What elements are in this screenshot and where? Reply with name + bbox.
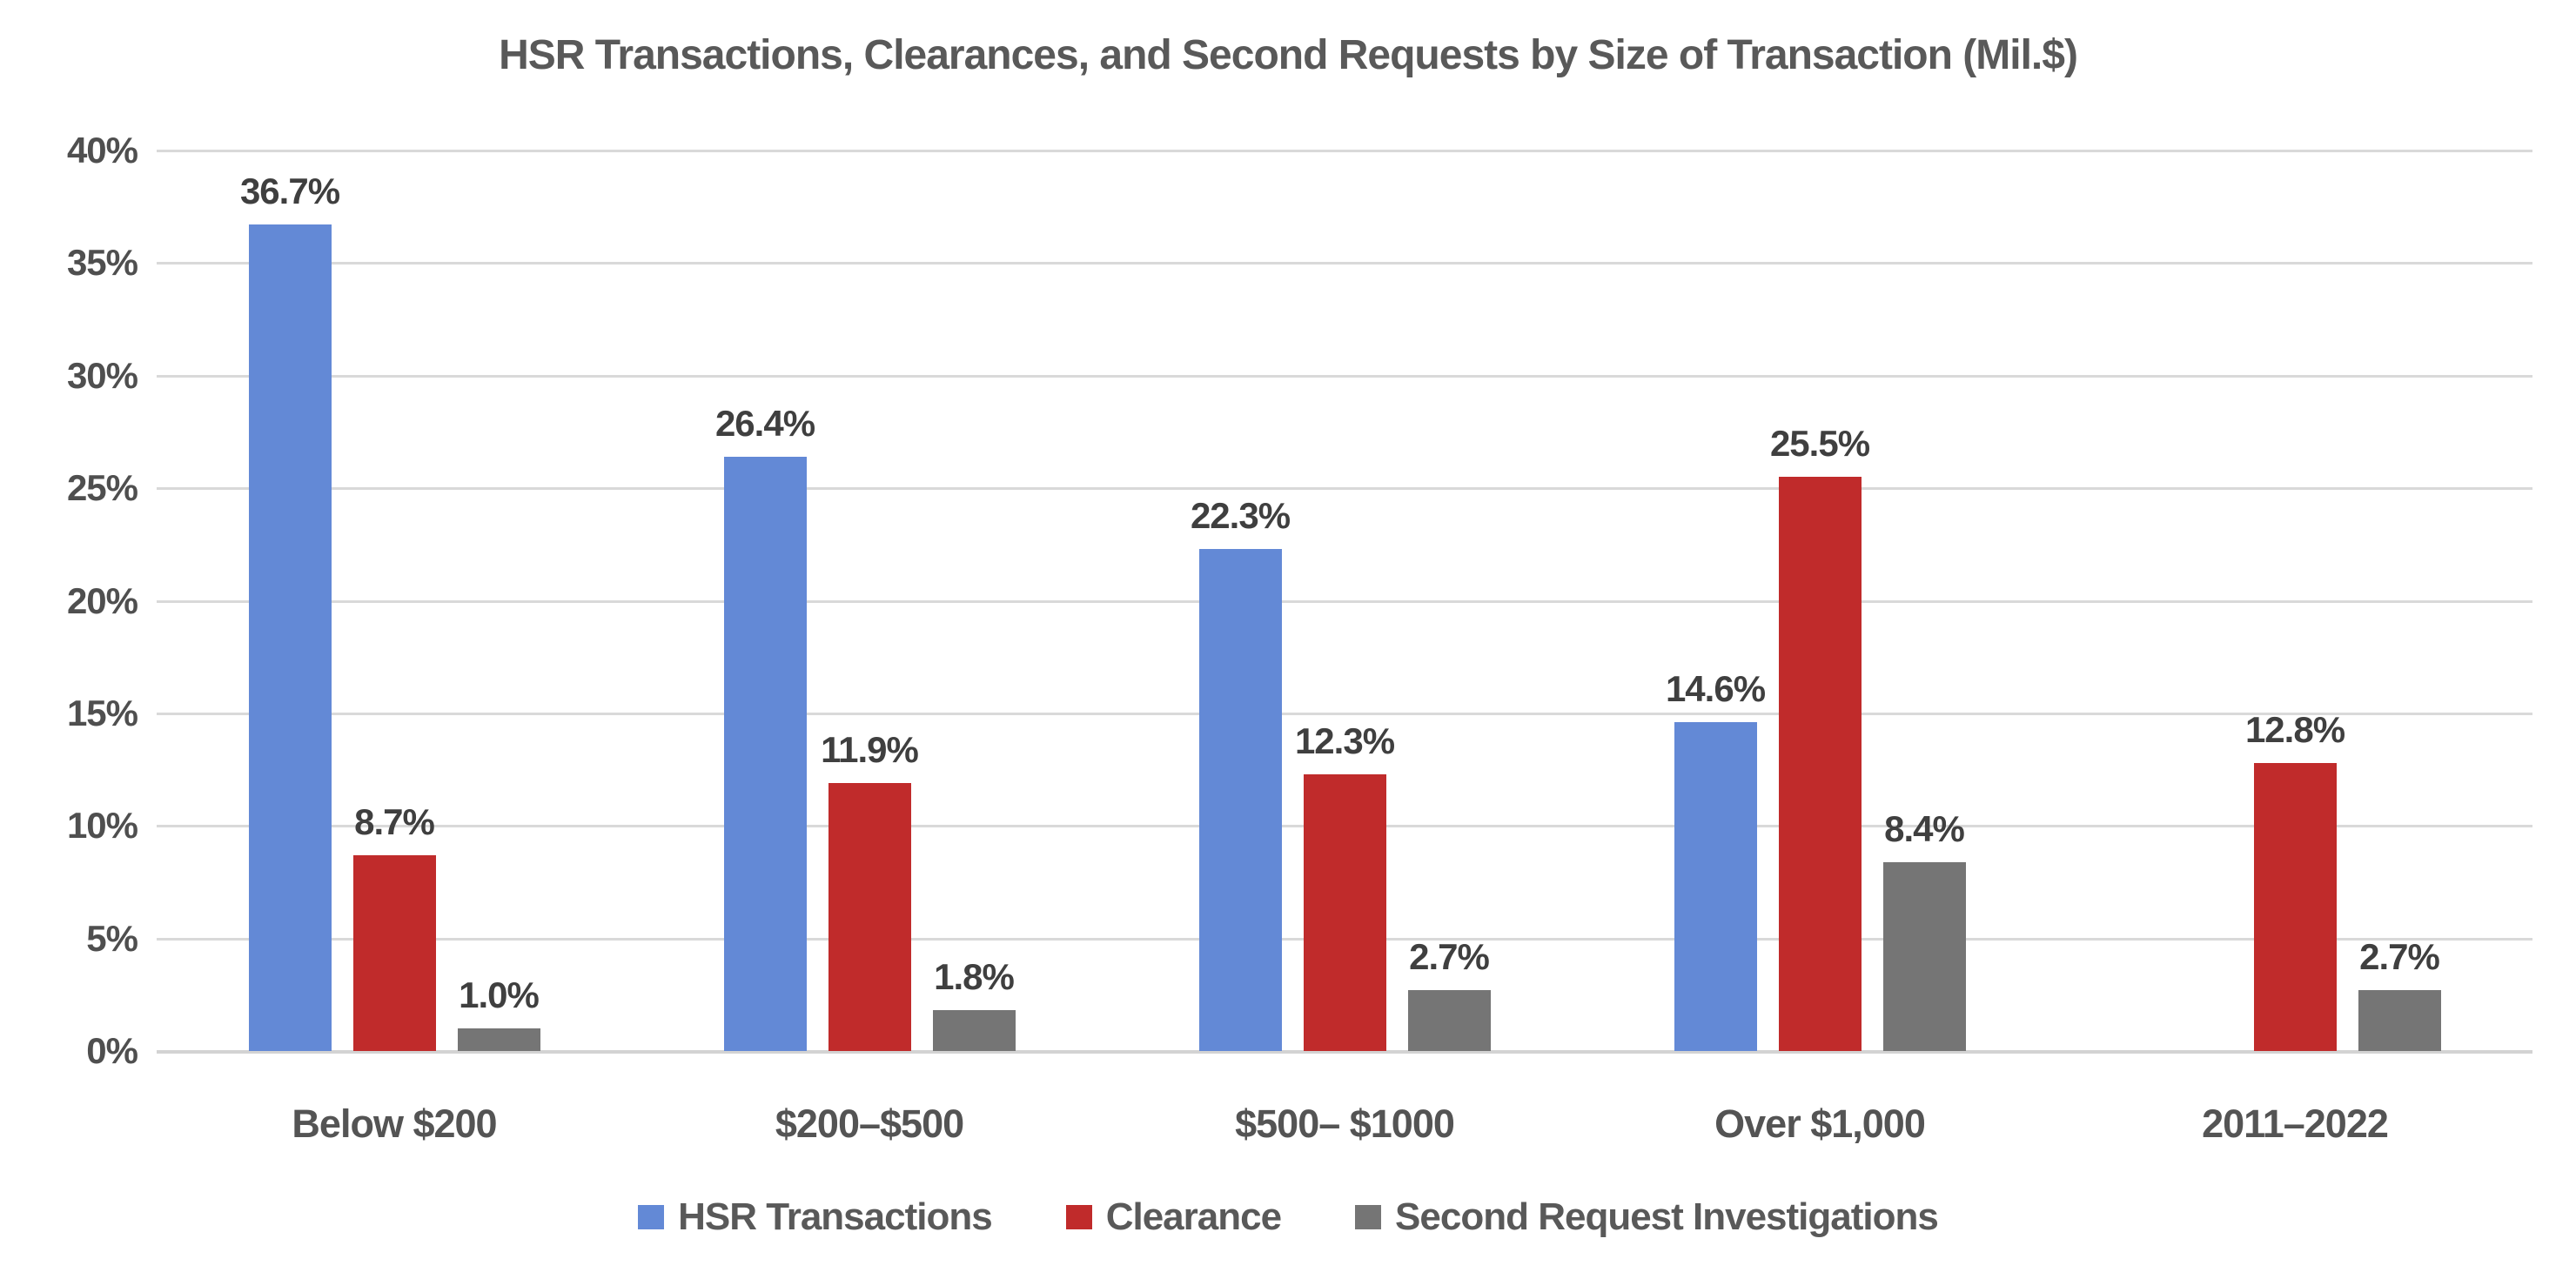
legend-label: HSR Transactions	[678, 1195, 993, 1238]
category-label: 2011–2022	[2202, 1101, 2389, 1146]
category-label: Below $200	[292, 1101, 497, 1146]
bar	[828, 783, 911, 1051]
bar-value-label: 22.3%	[1190, 494, 1291, 536]
bar-value-label: 12.3%	[1294, 720, 1395, 761]
gridline	[157, 150, 2532, 152]
legend-item: HSR Transactions	[638, 1195, 993, 1239]
y-tick-label: 30%	[66, 354, 138, 396]
x-axis-line	[157, 1050, 2532, 1054]
chart-title: HSR Transactions, Clearances, and Second…	[499, 32, 2078, 78]
bar-value-label: 8.4%	[1884, 807, 1965, 849]
legend-item: Clearance	[1065, 1195, 1282, 1239]
bar-value-label: 25.5%	[1769, 423, 1870, 465]
bar	[2253, 762, 2337, 1051]
bar	[1303, 773, 1386, 1051]
gridline	[157, 262, 2532, 265]
y-tick-label: 5%	[86, 917, 138, 959]
legend-swatch-icon	[1355, 1205, 1382, 1229]
bar	[723, 456, 807, 1051]
category-label: $200–$500	[775, 1101, 964, 1146]
bar	[457, 1028, 540, 1051]
legend: HSR Transactions Clearance Second Request …	[0, 1195, 2576, 1239]
bar	[248, 224, 332, 1051]
bar	[1674, 722, 1757, 1051]
bar-value-label: 36.7%	[239, 171, 340, 212]
legend-item: Second Request Investigations	[1355, 1195, 1939, 1239]
legend-label: Clearance	[1105, 1195, 1282, 1238]
y-tick-label: 15%	[66, 692, 138, 733]
bar	[352, 854, 436, 1051]
y-tick-label: 10%	[66, 805, 138, 847]
y-tick-label: 25%	[66, 467, 138, 509]
bar-value-label: 12.8%	[2244, 708, 2345, 750]
bar-value-label: 2.7%	[1409, 936, 1490, 978]
y-tick-label: 35%	[66, 242, 138, 284]
legend-swatch-icon	[638, 1205, 665, 1229]
bar	[1198, 548, 1282, 1051]
bar	[1778, 477, 1862, 1051]
bar	[1407, 990, 1491, 1051]
gridline	[157, 487, 2532, 491]
bar-value-label: 1.8%	[934, 956, 1015, 998]
bar-value-label: 2.7%	[2359, 936, 2440, 978]
legend-swatch-icon	[1065, 1205, 1092, 1229]
bar	[1882, 861, 1966, 1051]
bar-value-label: 1.0%	[459, 974, 540, 1016]
y-tick-label: 20%	[66, 579, 138, 621]
bar	[932, 1010, 1016, 1051]
bar-value-label: 8.7%	[354, 800, 435, 842]
y-tick-label: 40%	[66, 130, 138, 171]
bar-value-label: 11.9%	[821, 729, 919, 771]
legend-label: Second Request Investigations	[1395, 1195, 1939, 1238]
gridline	[157, 599, 2532, 603]
gridline	[157, 374, 2532, 378]
bar-value-label: 26.4%	[714, 402, 815, 444]
category-label: $500– $1000	[1235, 1101, 1455, 1146]
y-tick-label: 0%	[86, 1030, 138, 1071]
bar	[2358, 990, 2441, 1051]
gridline	[157, 712, 2532, 715]
category-label: Over $1,000	[1714, 1101, 1926, 1146]
bar-value-label: 14.6%	[1665, 668, 1766, 710]
